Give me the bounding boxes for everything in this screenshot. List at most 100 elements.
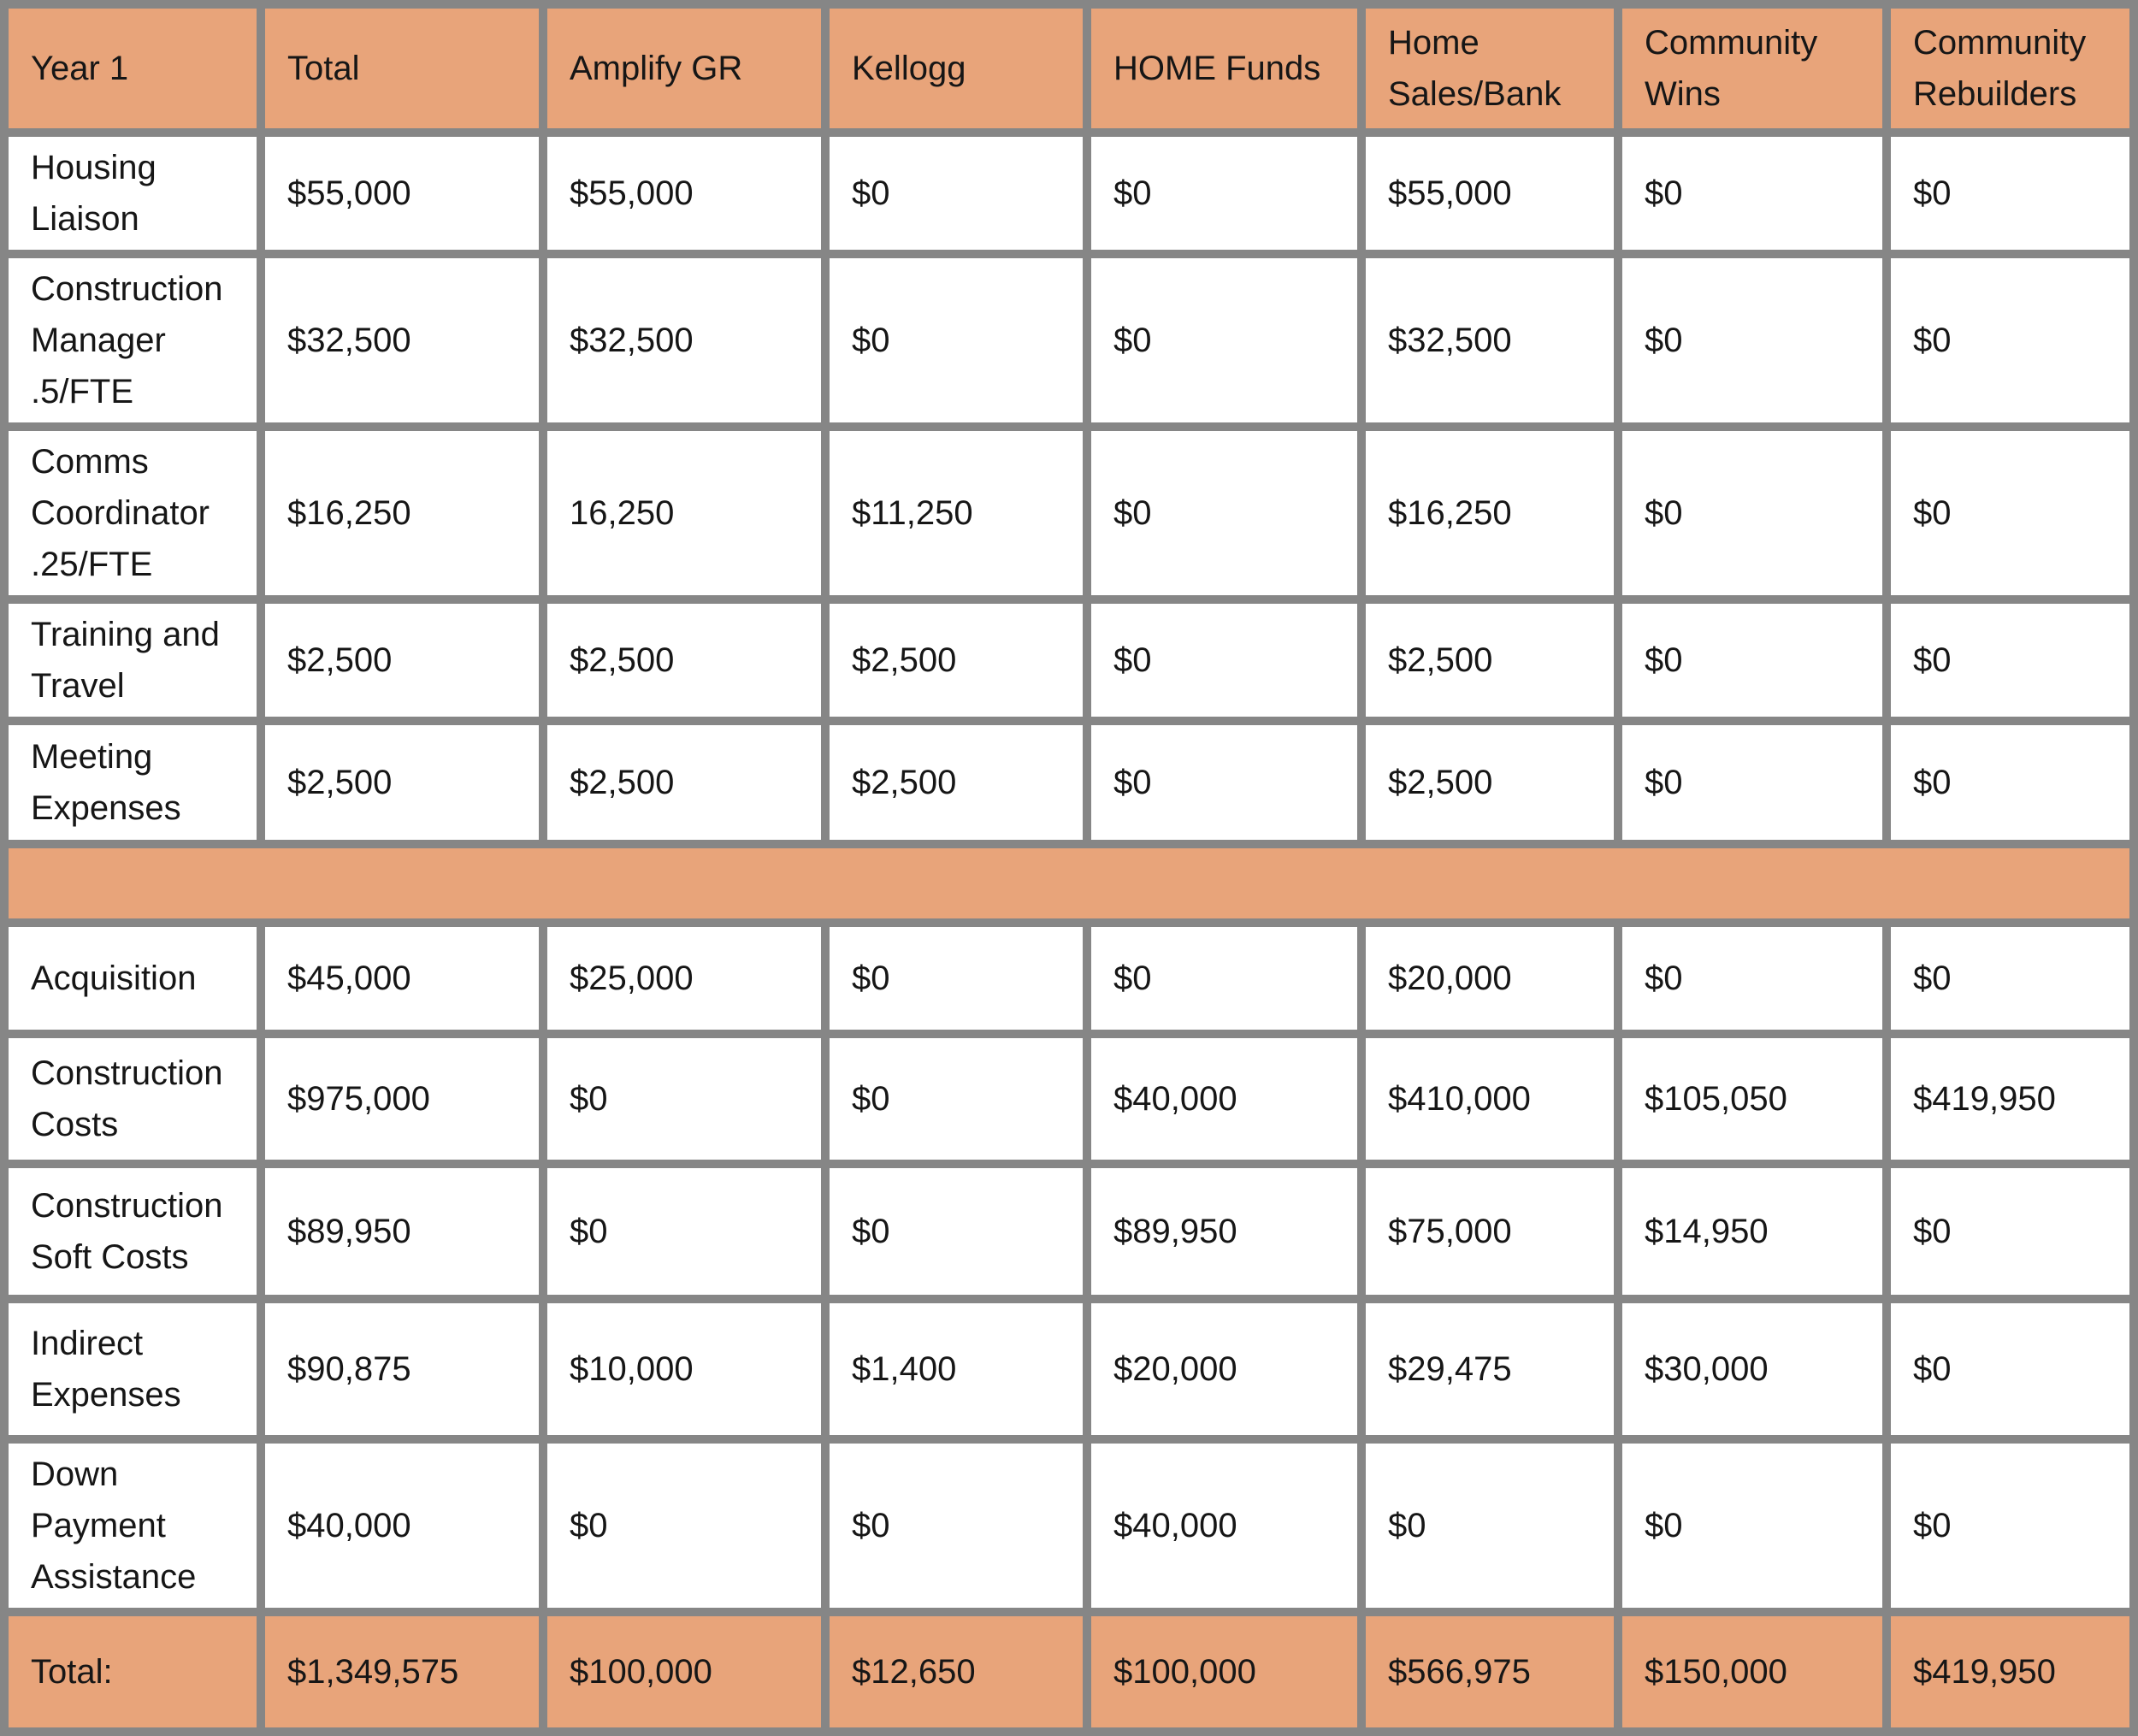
column-header-total: Total: [265, 9, 539, 128]
cell-acquisition-community-wins: $0: [1622, 927, 1882, 1030]
cell-housing-liaison-kellogg: $0: [830, 137, 1083, 250]
row-label: Construction Soft Costs: [9, 1168, 257, 1295]
row-label: Indirect Expenses: [9, 1303, 257, 1435]
cell-construction-costs-community-wins: $105,050: [1622, 1038, 1882, 1160]
cell-construction-costs-total: $975,000: [265, 1038, 539, 1160]
cell-comms-coordinator-25-fte-total: $16,250: [265, 431, 539, 595]
table-row-down-payment-assistance: Down Payment Assistance $40,000 $0 $0 $40,00…: [9, 1444, 2129, 1608]
cell-construction-costs-kellogg: $0: [830, 1038, 1083, 1160]
table-row-acquisition: Acquisition $45,000 $25,000 $0 $0 $20,000 $0 $0: [9, 927, 2129, 1030]
cell-construction-manager-5-fte-home-sales-bank: $32,500: [1366, 258, 1614, 422]
total-value-community-rebuilders: $419,950: [1891, 1616, 2129, 1727]
cell-training-and-travel-kellogg: $2,500: [830, 604, 1083, 717]
column-header-amplify-gr: Amplify GR: [547, 9, 821, 128]
cell-construction-manager-5-fte-home-funds: $0: [1091, 258, 1357, 422]
cell-housing-liaison-home-funds: $0: [1091, 137, 1357, 250]
cell-indirect-expenses-home-funds: $20,000: [1091, 1303, 1357, 1435]
table-row-meeting-expenses: Meeting Expenses $2,500 $2,500 $2,500 $0 $2,5…: [9, 725, 2129, 840]
total-value-kellogg: $12,650: [830, 1616, 1083, 1727]
table-row-comms-coordinator-25-fte: Comms Coordinator .25/FTE $16,250 16,250 $1…: [9, 431, 2129, 595]
row-label: Construction Costs: [9, 1038, 257, 1160]
cell-acquisition-amplify-gr: $25,000: [547, 927, 821, 1030]
cell-comms-coordinator-25-fte-community-rebuilders: $0: [1891, 431, 2129, 595]
cell-construction-manager-5-fte-community-rebuilders: $0: [1891, 258, 2129, 422]
cell-housing-liaison-total: $55,000: [265, 137, 539, 250]
cell-indirect-expenses-amplify-gr: $10,000: [547, 1303, 821, 1435]
cell-indirect-expenses-community-rebuilders: $0: [1891, 1303, 2129, 1435]
table-row-housing-liaison: Housing Liaison $55,000 $55,000 $0 $0 $55,000…: [9, 137, 2129, 250]
header-row: Year 1 Total Amplify GR Kellogg HOME Funds Ho…: [9, 9, 2129, 128]
table-row-construction-manager-5-fte: Construction Manager .5/FTE $32,500 $32,50…: [9, 258, 2129, 422]
column-header-home-sales-bank: Home Sales/Bank: [1366, 9, 1614, 128]
cell-construction-soft-costs-community-wins: $14,950: [1622, 1168, 1882, 1295]
section-separator: [9, 848, 2129, 918]
cell-indirect-expenses-total: $90,875: [265, 1303, 539, 1435]
cell-down-payment-assistance-kellogg: $0: [830, 1444, 1083, 1608]
row-label: Construction Manager .5/FTE: [9, 258, 257, 422]
total-value-total: $1,349,575: [265, 1616, 539, 1727]
cell-construction-manager-5-fte-total: $32,500: [265, 258, 539, 422]
row-label: Comms Coordinator .25/FTE: [9, 431, 257, 595]
total-label: Total:: [9, 1616, 257, 1727]
cell-indirect-expenses-kellogg: $1,400: [830, 1303, 1083, 1435]
column-header-kellogg: Kellogg: [830, 9, 1083, 128]
row-label: Training and Travel: [9, 604, 257, 717]
table-row-construction-soft-costs: Construction Soft Costs $89,950 $0 $0 $89,95…: [9, 1168, 2129, 1295]
cell-acquisition-home-funds: $0: [1091, 927, 1357, 1030]
cell-indirect-expenses-home-sales-bank: $29,475: [1366, 1303, 1614, 1435]
row-label: Meeting Expenses: [9, 725, 257, 840]
cell-training-and-travel-home-funds: $0: [1091, 604, 1357, 717]
cell-construction-manager-5-fte-kellogg: $0: [830, 258, 1083, 422]
cell-acquisition-community-rebuilders: $0: [1891, 927, 2129, 1030]
cell-housing-liaison-amplify-gr: $55,000: [547, 137, 821, 250]
cell-acquisition-home-sales-bank: $20,000: [1366, 927, 1614, 1030]
cell-housing-liaison-community-wins: $0: [1622, 137, 1882, 250]
cell-meeting-expenses-total: $2,500: [265, 725, 539, 840]
row-label: Down Payment Assistance: [9, 1444, 257, 1608]
cell-housing-liaison-community-rebuilders: $0: [1891, 137, 2129, 250]
cell-construction-soft-costs-home-sales-bank: $75,000: [1366, 1168, 1614, 1295]
total-row: Total: $1,349,575 $100,000 $12,650 $100,000 $…: [9, 1616, 2129, 1727]
cell-meeting-expenses-home-funds: $0: [1091, 725, 1357, 840]
cell-construction-soft-costs-amplify-gr: $0: [547, 1168, 821, 1295]
total-value-community-wins: $150,000: [1622, 1616, 1882, 1727]
cell-down-payment-assistance-home-sales-bank: $0: [1366, 1444, 1614, 1608]
cell-meeting-expenses-community-rebuilders: $0: [1891, 725, 2129, 840]
cell-down-payment-assistance-community-wins: $0: [1622, 1444, 1882, 1608]
column-header-year-1: Year 1: [9, 9, 257, 128]
cell-construction-costs-community-rebuilders: $419,950: [1891, 1038, 2129, 1160]
cell-construction-soft-costs-home-funds: $89,950: [1091, 1168, 1357, 1295]
cell-comms-coordinator-25-fte-community-wins: $0: [1622, 431, 1882, 595]
cell-meeting-expenses-amplify-gr: $2,500: [547, 725, 821, 840]
row-label: Acquisition: [9, 927, 257, 1030]
cell-indirect-expenses-community-wins: $30,000: [1622, 1303, 1882, 1435]
cell-training-and-travel-home-sales-bank: $2,500: [1366, 604, 1614, 717]
cell-comms-coordinator-25-fte-home-sales-bank: $16,250: [1366, 431, 1614, 595]
table-row-construction-costs: Construction Costs $975,000 $0 $0 $40,000 $41…: [9, 1038, 2129, 1160]
cell-training-and-travel-amplify-gr: $2,500: [547, 604, 821, 717]
cell-construction-soft-costs-kellogg: $0: [830, 1168, 1083, 1295]
cell-down-payment-assistance-community-rebuilders: $0: [1891, 1444, 2129, 1608]
cell-construction-soft-costs-community-rebuilders: $0: [1891, 1168, 2129, 1295]
section-separator-row: [9, 848, 2129, 918]
cell-training-and-travel-community-wins: $0: [1622, 604, 1882, 717]
total-value-home-funds: $100,000: [1091, 1616, 1357, 1727]
cell-construction-manager-5-fte-amplify-gr: $32,500: [547, 258, 821, 422]
total-value-home-sales-bank: $566,975: [1366, 1616, 1614, 1727]
table-header: Year 1 Total Amplify GR Kellogg HOME Funds Ho…: [9, 9, 2129, 128]
cell-construction-costs-home-sales-bank: $410,000: [1366, 1038, 1614, 1160]
cell-construction-costs-home-funds: $40,000: [1091, 1038, 1357, 1160]
cell-down-payment-assistance-amplify-gr: $0: [547, 1444, 821, 1608]
cell-meeting-expenses-home-sales-bank: $2,500: [1366, 725, 1614, 840]
column-header-community-rebuilders: Community Rebuilders: [1891, 9, 2129, 128]
cell-training-and-travel-community-rebuilders: $0: [1891, 604, 2129, 717]
cell-down-payment-assistance-total: $40,000: [265, 1444, 539, 1608]
table-row-training-and-travel: Training and Travel $2,500 $2,500 $2,500 $0 $…: [9, 604, 2129, 717]
cell-meeting-expenses-kellogg: $2,500: [830, 725, 1083, 840]
cell-training-and-travel-total: $2,500: [265, 604, 539, 717]
cell-construction-soft-costs-total: $89,950: [265, 1168, 539, 1295]
cell-comms-coordinator-25-fte-amplify-gr: 16,250: [547, 431, 821, 595]
column-header-home-funds: HOME Funds: [1091, 9, 1357, 128]
cell-down-payment-assistance-home-funds: $40,000: [1091, 1444, 1357, 1608]
